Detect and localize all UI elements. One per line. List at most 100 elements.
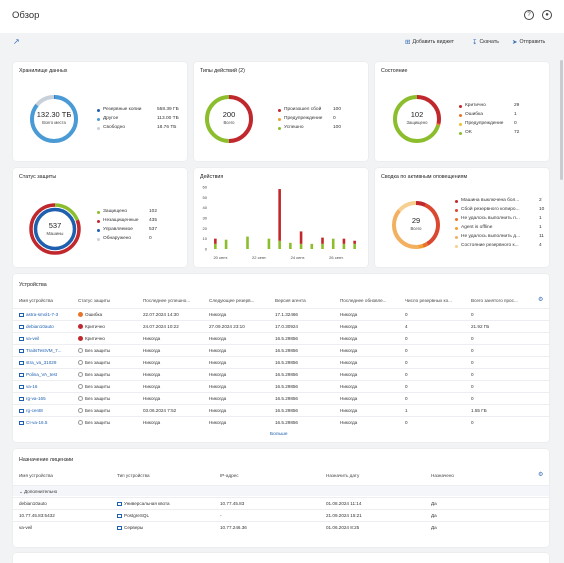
device-name-link[interactable]: rg-va-165 (19, 396, 81, 401)
legend-value: 72 (514, 130, 520, 135)
send-button[interactable]: ➤ Отправить (512, 38, 545, 46)
table-cell: 16.5.29856 (275, 396, 298, 401)
table-cell: 0 (471, 372, 474, 377)
table-cell: Никогда (340, 336, 358, 341)
table-cell: va-veil (19, 525, 33, 530)
devices-settings-gear-icon[interactable]: ⚙ (538, 297, 544, 303)
activity-types-title: Типы действий (2) (200, 68, 245, 74)
table-row[interactable]: CI-va-16.5 Без защиты Никогда Никогда 16.5.2… (13, 416, 549, 427)
table-cell: Никогда (143, 420, 161, 425)
device-name-link[interactable]: stra_va_31029 (19, 360, 81, 365)
status-icon (78, 408, 83, 413)
table-row[interactable]: TraitsTestVM_7... Без защиты Никогда Никогд… (13, 344, 549, 355)
column-header[interactable]: Статус защиты (78, 298, 111, 303)
legend-dot (459, 123, 462, 126)
legend-dot (459, 132, 462, 135)
protection-status: Критично (78, 324, 140, 329)
alerts-widget: Сводка по активным оповещениям 29 Всего … (375, 168, 549, 267)
monitor-icon (19, 408, 24, 413)
table-cell: Никогда (340, 348, 358, 353)
bar-segment (278, 189, 281, 241)
device-name-link[interactable]: rg-cent8 (19, 408, 81, 413)
x-tick-label: 24 сент. (291, 255, 306, 260)
legend-item: Обнаружено 0 (97, 236, 181, 245)
legend-value: 29 (514, 103, 520, 108)
column-header[interactable]: IP-адрес (220, 473, 239, 478)
column-header[interactable]: Следующее резерв... (209, 298, 255, 303)
column-header[interactable]: Тип устройства (117, 473, 150, 478)
device-name-link[interactable]: astra-smol1-7-3 (19, 312, 81, 317)
device-name-link[interactable]: va-16 (19, 384, 81, 389)
download-button[interactable]: ↧ Скачать (472, 38, 499, 46)
table-row[interactable]: astra-smol1-7-3 Ошибка 22.07.2024 14:30 Ник… (13, 308, 549, 319)
table-cell: 21.09.2024 15:21 (326, 513, 362, 518)
column-header[interactable]: Версия агента (275, 298, 306, 303)
table-row[interactable]: va-veil Критично Никогда Никогда 16.5.29856 Н… (13, 332, 549, 343)
table-row[interactable]: 10.77.45.83:5432 PostgreSQL - 21.09.2024 15… (13, 509, 549, 520)
column-header[interactable]: Последнее обновле... (340, 298, 387, 303)
bar-segment (224, 239, 228, 249)
device-name-link[interactable]: va-veil (19, 336, 81, 341)
table-row[interactable]: Polina_VA_test Без защиты Никогда Никогда 16… (13, 368, 549, 379)
top-bar: Обзор ? ● (0, 0, 564, 33)
table-cell: - (220, 513, 222, 518)
status-icon (78, 396, 83, 401)
column-header[interactable]: Число резервных ко... (405, 298, 452, 303)
device-name-text: rg-va-165 (26, 396, 46, 401)
table-cell: Никогда (209, 396, 227, 401)
table-cell: 03.06.2024 7:52 (143, 408, 177, 413)
legend-label: Успешно (284, 125, 304, 130)
page-scrollbar[interactable] (560, 60, 563, 180)
table-row[interactable]: stra_va_31029 Без защиты Никогда Никогда 16.… (13, 356, 549, 367)
table-cell: Никогда (340, 384, 358, 389)
legend-value: 11 (539, 234, 544, 239)
y-tick-label: 40 (203, 205, 208, 210)
legend-item: Резервные копии 558.39 ГБ (97, 107, 181, 116)
table-row[interactable]: rg-va-165 Без защиты Никогда Никогда 16.5.29… (13, 392, 549, 403)
table-row[interactable]: debian10auto Критично 24.07.2024 10:22 27.0… (13, 320, 549, 331)
column-header[interactable]: Последнее успешно... (143, 298, 191, 303)
table-cell: Никогда (340, 360, 358, 365)
protection-status: Без защиты (78, 420, 140, 425)
help-icon[interactable]: ? (524, 10, 534, 20)
column-header[interactable]: Всего занятого прос... (471, 298, 518, 303)
table-row[interactable]: rg-cent8 Без защиты 03.06.2024 7:52 Никогда… (13, 404, 549, 415)
donut-slice (29, 203, 81, 255)
bar-segment (299, 231, 303, 244)
table-cell: debian10auto (19, 501, 47, 506)
group-row[interactable]: ⌄ Дополнительно (13, 485, 549, 496)
state-total-value: 102 (410, 110, 424, 119)
monitor-icon (19, 336, 24, 341)
device-name-link[interactable]: Polina_VA_test (19, 372, 81, 377)
bar-segment (331, 238, 335, 249)
device-name-text: va-veil (26, 336, 40, 341)
expand-icon[interactable]: ↗ (13, 37, 20, 46)
user-icon[interactable]: ● (542, 10, 552, 20)
column-header[interactable]: Назначено (431, 473, 454, 478)
legend-item: Не удалось выполнить д... 11 (455, 234, 545, 243)
devices-more-link[interactable]: Больше (270, 432, 288, 437)
legend-item: Машина выключена бол... 2 (455, 198, 545, 207)
legend-label: Машина выключена бол... (461, 198, 520, 203)
bar-segment (278, 240, 281, 249)
table-row[interactable]: va-veil Серверы 10.77.246.36 01.06.2024 8:2… (13, 521, 549, 532)
device-name-link[interactable]: CI-va-16.5 (19, 420, 81, 425)
add-widget-button[interactable]: ⊞ Добавить виджет (405, 38, 454, 46)
column-header[interactable]: Назначить дату (326, 473, 360, 478)
table-row[interactable]: va-16 Без защиты Никогда Никогда 16.5.29856 Н… (13, 380, 549, 391)
device-name-link[interactable]: TraitsTestVM_7... (19, 348, 81, 353)
licenses-settings-gear-icon[interactable]: ⚙ (538, 472, 544, 478)
bar-segment (321, 243, 324, 249)
table-cell: Никогда (209, 360, 227, 365)
download-label: Скачать (479, 39, 499, 45)
storage-title: Хранилище данных (19, 68, 68, 74)
column-header[interactable]: Имя устройства (19, 473, 53, 478)
column-header[interactable]: Имя устройства (19, 298, 53, 303)
legend-item: Успешно 100 (278, 125, 362, 134)
table-row[interactable]: debian10auto Универсальная квота 10.77.45.… (13, 497, 549, 508)
activity-types-donut: 200 Всего (204, 94, 254, 144)
legend-dot (278, 127, 281, 130)
device-type-cell: Универсальная квота (117, 501, 212, 506)
legend-label: Предупреждение (284, 116, 323, 121)
device-name-link[interactable]: debian10auto (19, 324, 81, 329)
